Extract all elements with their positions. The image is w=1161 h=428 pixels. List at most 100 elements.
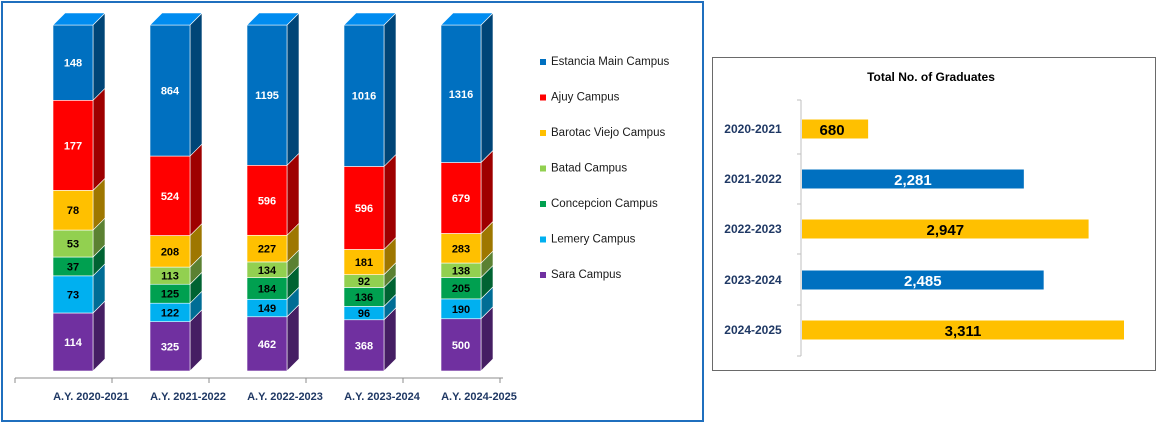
- bar-front-face: [149, 24, 191, 157]
- bar: [802, 320, 1124, 340]
- data-label: 2,281: [894, 172, 932, 189]
- legend-label: Sara Campus: [551, 269, 622, 281]
- data-label: 181: [355, 257, 373, 269]
- bar-front-face: [343, 24, 385, 167]
- data-label: 680: [820, 122, 845, 139]
- data-label: 205: [452, 283, 470, 295]
- bar-front-face: [246, 165, 288, 236]
- x-tick-label: A.Y. 2023-2024: [344, 391, 421, 403]
- legend-swatch: [540, 201, 546, 207]
- data-label: 138: [452, 265, 470, 277]
- bar-top-face: [149, 12, 203, 26]
- bar-side-face: [480, 149, 494, 235]
- legend-item-estancia-main-campus: Estancia Main Campus: [540, 56, 669, 68]
- legend-label: Barotac Viejo Campus: [551, 127, 665, 139]
- legend-label: Ajuy Campus: [551, 92, 620, 104]
- bar-segment-concepcion-campus: 184: [246, 264, 300, 300]
- x-tick-label: A.Y. 2020-2021: [53, 391, 129, 403]
- data-label: 596: [355, 203, 373, 215]
- bar-segment-concepcion-campus: 205: [440, 264, 494, 300]
- data-label: 96: [358, 308, 370, 320]
- bar-front-face: [246, 316, 288, 372]
- legend-label: Estancia Main Campus: [551, 56, 669, 68]
- bar: [802, 219, 1089, 239]
- legend-swatch: [540, 272, 546, 278]
- data-label: 1016: [352, 91, 376, 103]
- data-label: 283: [452, 243, 470, 255]
- bar-front-face: [440, 318, 482, 372]
- data-label: 679: [452, 193, 470, 205]
- legend-label: Batad Campus: [551, 163, 627, 175]
- data-label: 114: [64, 337, 83, 349]
- bar-segment-batad-campus: 53: [52, 217, 106, 258]
- data-label: 78: [67, 205, 79, 217]
- bar-top-face: [440, 12, 494, 26]
- bar-segment-barotac-viejo-campus: 78: [52, 177, 106, 231]
- legend-swatch: [540, 94, 546, 101]
- data-label: 524: [161, 191, 180, 203]
- bar-front-face: [343, 319, 385, 372]
- data-label: 92: [358, 276, 370, 288]
- data-label: 184: [258, 283, 277, 295]
- legend-item-barotac-viejo-campus: Barotac Viejo Campus: [540, 127, 665, 139]
- y-tick-label: 2024-2025: [724, 323, 782, 337]
- legend-swatch: [540, 59, 546, 65]
- data-label: 2,485: [904, 273, 942, 290]
- legend-item-batad-campus: Batad Campus: [540, 163, 627, 175]
- bar-segment-barotac-viejo-campus: 283: [440, 220, 494, 264]
- bar-side-face: [286, 12, 300, 167]
- legend-label: Concepcion Campus: [551, 198, 658, 210]
- bar-side-face: [383, 12, 397, 168]
- bar: [802, 169, 1024, 189]
- bar-segment-estancia-main-campus: 148: [52, 12, 106, 102]
- data-label: 1195: [255, 90, 279, 102]
- bar-side-face: [480, 12, 494, 164]
- bar-front-face: [52, 229, 94, 258]
- legend-item-ajuy-campus: Ajuy Campus: [540, 92, 620, 104]
- data-label: 596: [258, 195, 276, 207]
- data-label: 53: [67, 239, 79, 251]
- data-label: 37: [67, 261, 79, 273]
- bar-side-face: [92, 87, 106, 192]
- y-tick-label: 2023-2024: [724, 273, 782, 287]
- bar-front-face: [52, 275, 94, 314]
- bar-front-face: [246, 24, 288, 166]
- horizontal-bar-chart: Total No. of Graduates 2020-2021 680 2021-…: [724, 70, 1124, 357]
- bar-front-face: [149, 321, 191, 372]
- data-label: 500: [452, 340, 470, 352]
- x-tick-label: A.Y. 2024-2025: [441, 391, 517, 403]
- stacked-bar-chart: 114 73 37 53 78 177 148 A.Y. 2020-2021 325 122 125…: [14, 12, 669, 403]
- total-graduates-panel: Total No. of Graduates 2020-2021 680 2021-…: [712, 57, 1156, 371]
- data-label: 3,311: [945, 323, 982, 340]
- bar-segment-sara-campus: 368: [343, 307, 397, 372]
- legend-item-concepcion-campus: Concepcion Campus: [540, 198, 658, 210]
- data-label: 864: [161, 86, 180, 98]
- data-label: 73: [67, 289, 79, 301]
- data-label: 136: [355, 292, 373, 304]
- bar-segment-sara-campus: 500: [440, 306, 494, 372]
- data-label: 368: [355, 340, 373, 352]
- data-label: 2,947: [927, 222, 965, 239]
- bar-segment-estancia-main-campus: 1016: [343, 12, 397, 168]
- legend-swatch: [540, 165, 546, 172]
- bar-side-face: [383, 153, 397, 251]
- bar-front-face: [52, 100, 94, 191]
- legend-item-sara-campus: Sara Campus: [540, 269, 622, 281]
- bar-segment-lemery-campus: 149: [246, 286, 300, 318]
- bar-segment-batad-campus: 92: [343, 261, 397, 289]
- legend-swatch: [540, 130, 546, 136]
- bar-top-face: [52, 12, 106, 26]
- y-tick-label: 2021-2022: [724, 172, 782, 186]
- bar-front-face: [52, 24, 94, 101]
- bar-front-face: [52, 190, 94, 231]
- bar-segment-ajuy-campus: 524: [149, 143, 203, 237]
- legend-label: Lemery Campus: [551, 234, 636, 246]
- bar-front-face: [343, 166, 385, 250]
- data-label: 148: [64, 58, 82, 70]
- bar: [802, 270, 1044, 290]
- y-tick-label: 2020-2021: [724, 122, 782, 136]
- data-label: 190: [452, 304, 470, 316]
- data-label: 177: [64, 140, 82, 152]
- data-label: 208: [161, 246, 179, 258]
- bar-front-face: [149, 155, 191, 236]
